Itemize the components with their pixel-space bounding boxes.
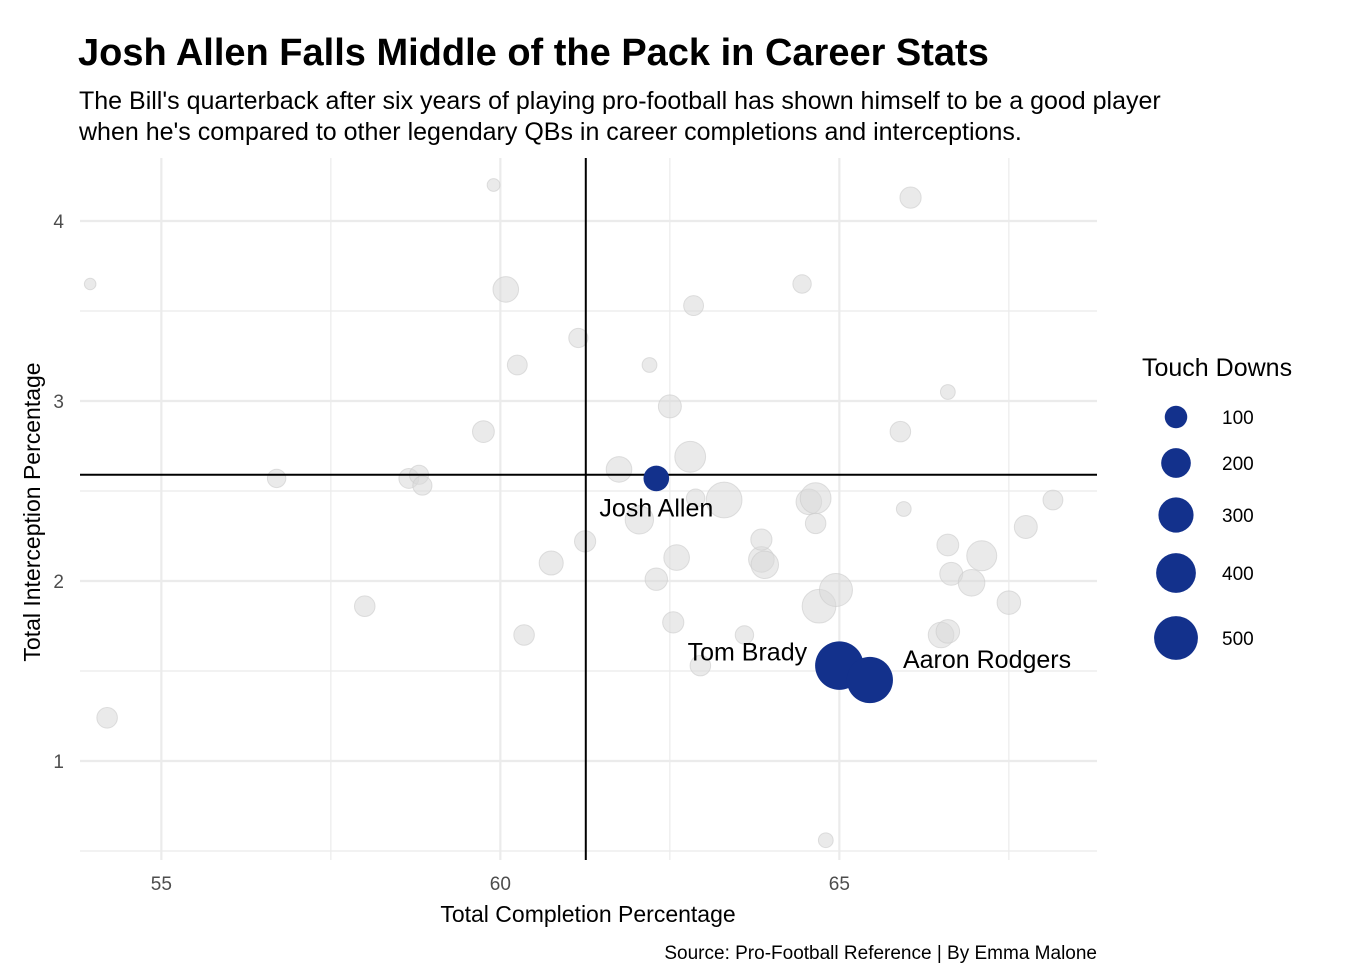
point-labels: Josh Allen Tom Brady Aaron Rodgers [599, 494, 1071, 674]
data-point [83, 277, 97, 291]
data-point [662, 611, 685, 634]
legend-circle [1156, 553, 1196, 593]
legend-circle [1161, 448, 1191, 478]
data-point [412, 475, 433, 496]
x-tick-label: 55 [151, 874, 172, 895]
legend-label: 300 [1222, 506, 1254, 527]
y-tick-label: 4 [53, 212, 64, 233]
highlight-points [643, 465, 893, 704]
data-point [734, 625, 755, 645]
data-point [568, 327, 589, 349]
legend-label: 200 [1222, 454, 1254, 475]
data-point [996, 590, 1022, 615]
grid [80, 158, 1097, 860]
data-point [1013, 515, 1038, 539]
y-axis-title: Total Interception Percentage [19, 362, 45, 661]
x-axis-title: Total Completion Percentage [440, 901, 735, 927]
data-point [353, 595, 376, 617]
data-point [705, 481, 743, 519]
size-legend: Touch Downs 100 200 300 400 500 [1142, 354, 1292, 660]
point-label: Josh Allen [599, 494, 713, 522]
data-point [513, 624, 535, 646]
legend-circle [1154, 616, 1198, 660]
data-point [605, 456, 633, 483]
y-axis-ticks: 1 2 3 4 [53, 212, 64, 773]
data-point [792, 274, 812, 294]
data-point [266, 468, 287, 489]
data-point [624, 505, 655, 535]
data-point [818, 572, 853, 608]
data-point [935, 619, 961, 644]
point-label: Aaron Rodgers [903, 646, 1071, 674]
data-point [899, 186, 922, 209]
data-point [657, 394, 682, 419]
data-point [750, 528, 773, 551]
legend-label: 400 [1222, 564, 1254, 585]
x-axis-ticks: 55 60 65 [151, 874, 850, 895]
data-point [966, 540, 998, 572]
legend-circle [1164, 405, 1188, 429]
data-point [957, 569, 986, 597]
data-point [750, 550, 780, 580]
data-point [641, 357, 658, 373]
chart-title: Josh Allen Falls Middle of the Pack in C… [78, 32, 989, 74]
highlight-point [846, 656, 893, 704]
chart-subtitle-line-2: when he's compared to other legendary QB… [78, 118, 1022, 146]
y-tick-label: 2 [53, 572, 64, 593]
data-point [689, 654, 712, 677]
legend-label: 100 [1222, 408, 1254, 429]
data-point [683, 295, 705, 317]
data-point [486, 178, 501, 192]
x-tick-label: 65 [829, 874, 850, 895]
x-tick-label: 60 [490, 874, 511, 895]
data-point [799, 482, 832, 515]
legend-items: 100 200 300 400 500 [1154, 405, 1254, 660]
legend-circle [1158, 497, 1194, 533]
data-point [889, 420, 912, 443]
plot-area: Josh Allen Tom Brady Aaron Rodgers [80, 158, 1097, 860]
data-point [939, 384, 956, 400]
data-point [936, 533, 960, 557]
chart-subtitle-line-1: The Bill's quarterback after six years o… [79, 87, 1161, 115]
data-point [895, 501, 912, 517]
data-point [644, 567, 668, 591]
data-point [538, 550, 564, 576]
data-point [1042, 489, 1064, 511]
data-point [817, 832, 834, 849]
legend-label: 500 [1222, 629, 1254, 650]
data-point [804, 512, 827, 535]
reference-lines [80, 158, 1097, 860]
data-point [674, 440, 707, 473]
other-points [83, 178, 1064, 849]
legend-title: Touch Downs [1142, 354, 1292, 382]
highlight-point [643, 465, 670, 492]
data-point [96, 707, 118, 729]
data-point [492, 276, 520, 303]
chart-caption: Source: Pro-Football Reference | By Emma… [664, 943, 1097, 964]
data-point [472, 420, 495, 444]
data-point [663, 544, 690, 571]
y-tick-label: 3 [53, 392, 64, 413]
data-point [685, 488, 706, 508]
y-tick-label: 1 [53, 752, 64, 773]
data-point [506, 354, 528, 376]
point-label: Tom Brady [688, 639, 808, 667]
